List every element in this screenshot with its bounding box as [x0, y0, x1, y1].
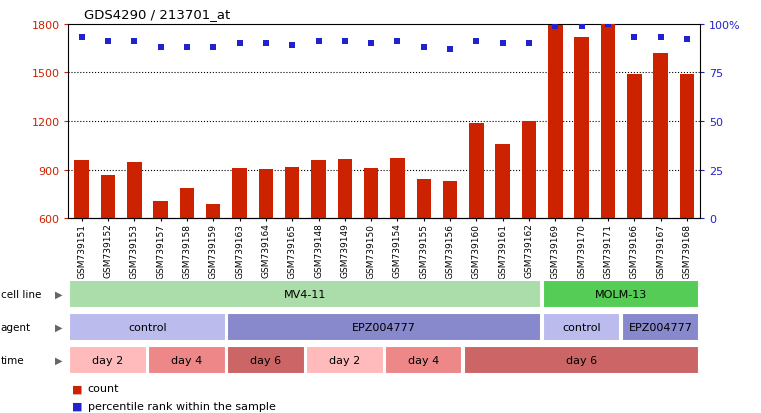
Point [260, 41, 272, 47]
Text: MOLM-13: MOLM-13 [595, 289, 648, 299]
Bar [69, 280, 541, 309]
Point [575, 24, 587, 30]
Bar [311, 161, 326, 219]
Bar [548, 26, 562, 219]
Bar [600, 21, 615, 219]
Point [629, 35, 641, 42]
Point [181, 45, 193, 51]
Point [418, 45, 430, 51]
Point [339, 39, 351, 45]
Bar [180, 188, 194, 219]
Text: day 4: day 4 [408, 355, 439, 366]
Text: ▶: ▶ [55, 355, 62, 366]
Text: percentile rank within the sample: percentile rank within the sample [88, 401, 275, 411]
Bar [228, 346, 304, 375]
Bar [443, 182, 457, 219]
Text: EPZ004777: EPZ004777 [352, 322, 416, 332]
Text: ■: ■ [72, 401, 83, 411]
Text: MV4-11: MV4-11 [284, 289, 326, 299]
Text: count: count [88, 383, 119, 394]
Bar [627, 75, 642, 219]
Bar [416, 179, 431, 219]
Bar [206, 204, 221, 219]
Bar [543, 280, 699, 309]
Point [470, 39, 482, 45]
Bar [148, 346, 225, 375]
Point [128, 39, 140, 45]
Point [681, 37, 693, 44]
Point [102, 39, 114, 45]
Bar [470, 123, 484, 219]
Bar [622, 313, 699, 342]
Text: day 2: day 2 [92, 355, 123, 366]
Point [497, 41, 509, 47]
Point [523, 41, 535, 47]
Bar [306, 346, 384, 375]
Point [286, 43, 298, 50]
Point [365, 41, 377, 47]
Text: ▶: ▶ [55, 322, 62, 332]
Text: control: control [562, 322, 601, 332]
Bar [100, 175, 115, 219]
Text: day 6: day 6 [250, 355, 282, 366]
Bar [680, 75, 694, 219]
Text: time: time [1, 355, 24, 366]
Bar [464, 346, 699, 375]
Bar [385, 346, 463, 375]
Text: control: control [128, 322, 167, 332]
Point [154, 45, 167, 51]
Text: day 6: day 6 [566, 355, 597, 366]
Text: EPZ004777: EPZ004777 [629, 322, 693, 332]
Bar [543, 313, 620, 342]
Bar [522, 122, 537, 219]
Bar [338, 160, 352, 219]
Bar [75, 161, 89, 219]
Bar [285, 167, 299, 219]
Bar [69, 346, 147, 375]
Point [602, 21, 614, 28]
Bar [69, 313, 225, 342]
Bar [228, 313, 541, 342]
Text: cell line: cell line [1, 289, 41, 299]
Bar [259, 170, 273, 219]
Bar [127, 162, 142, 219]
Point [75, 35, 88, 42]
Text: GDS4290 / 213701_at: GDS4290 / 213701_at [84, 8, 230, 21]
Point [549, 24, 562, 30]
Point [444, 47, 456, 53]
Text: agent: agent [1, 322, 31, 332]
Bar [390, 158, 405, 219]
Point [234, 41, 246, 47]
Bar [232, 169, 247, 219]
Bar [575, 38, 589, 219]
Point [391, 39, 403, 45]
Text: ▶: ▶ [55, 289, 62, 299]
Point [313, 39, 325, 45]
Bar [654, 54, 668, 219]
Bar [154, 201, 168, 219]
Text: day 2: day 2 [330, 355, 361, 366]
Point [207, 45, 219, 51]
Text: day 4: day 4 [171, 355, 202, 366]
Bar [495, 145, 510, 219]
Bar [364, 169, 378, 219]
Text: ■: ■ [72, 383, 83, 394]
Point [654, 35, 667, 42]
